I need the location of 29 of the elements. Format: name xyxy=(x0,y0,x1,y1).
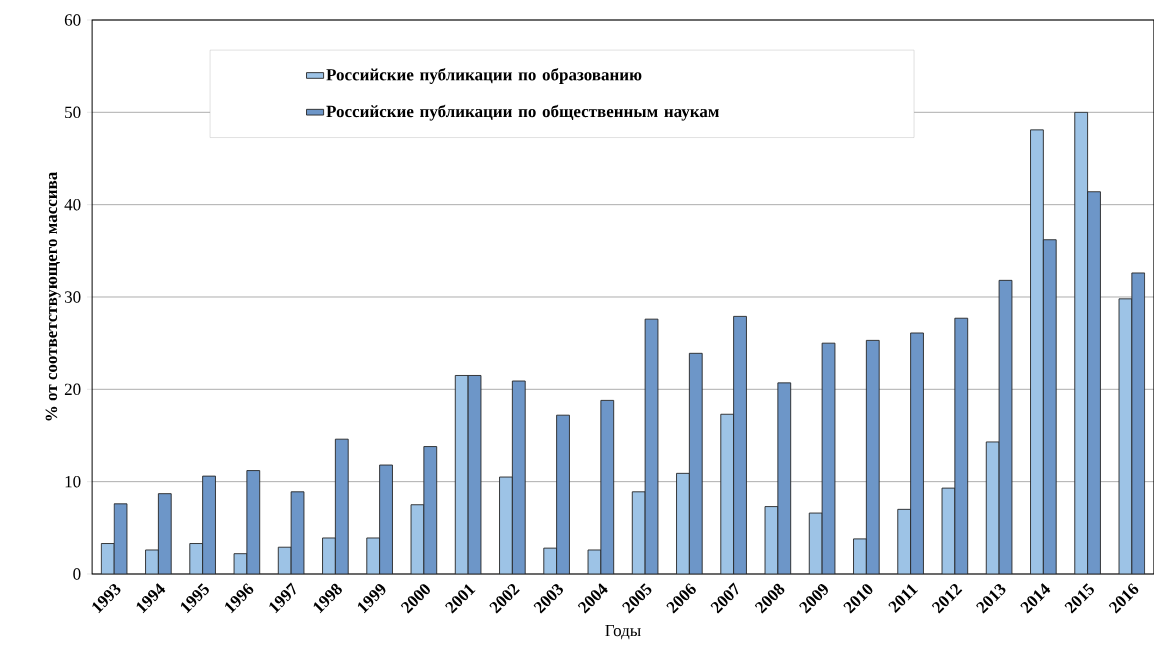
y-tick-label: 60 xyxy=(64,14,81,26)
bar xyxy=(499,476,513,574)
bar xyxy=(202,475,216,574)
bar xyxy=(379,464,393,574)
x-axis-title: Годы xyxy=(605,624,641,640)
bar xyxy=(511,380,526,574)
bar xyxy=(556,414,570,574)
y-tick-label: 0 xyxy=(73,568,81,580)
y-axis-title: % от соответствующего массива xyxy=(45,171,61,421)
y-tick-label: 20 xyxy=(64,383,81,396)
bar xyxy=(897,508,912,574)
bar xyxy=(1087,191,1101,574)
bar xyxy=(334,438,349,574)
y-tick-label: 10 xyxy=(65,475,81,488)
bar xyxy=(1030,129,1044,574)
bar xyxy=(676,472,690,574)
bar xyxy=(720,413,735,574)
bar xyxy=(1074,111,1089,574)
bar xyxy=(733,315,747,574)
y-tick-label: 50 xyxy=(65,106,81,119)
legend-label: Российские публикации по образованию xyxy=(326,68,642,84)
y-tick-label: 40 xyxy=(64,198,81,211)
bar xyxy=(688,352,703,574)
bar xyxy=(1043,239,1057,574)
bar xyxy=(157,493,172,574)
bar xyxy=(865,339,880,574)
bar xyxy=(910,332,924,574)
y-tick-label: 30 xyxy=(64,291,81,303)
legend-label: Российские публикации по общественным наукам xyxy=(326,104,719,121)
